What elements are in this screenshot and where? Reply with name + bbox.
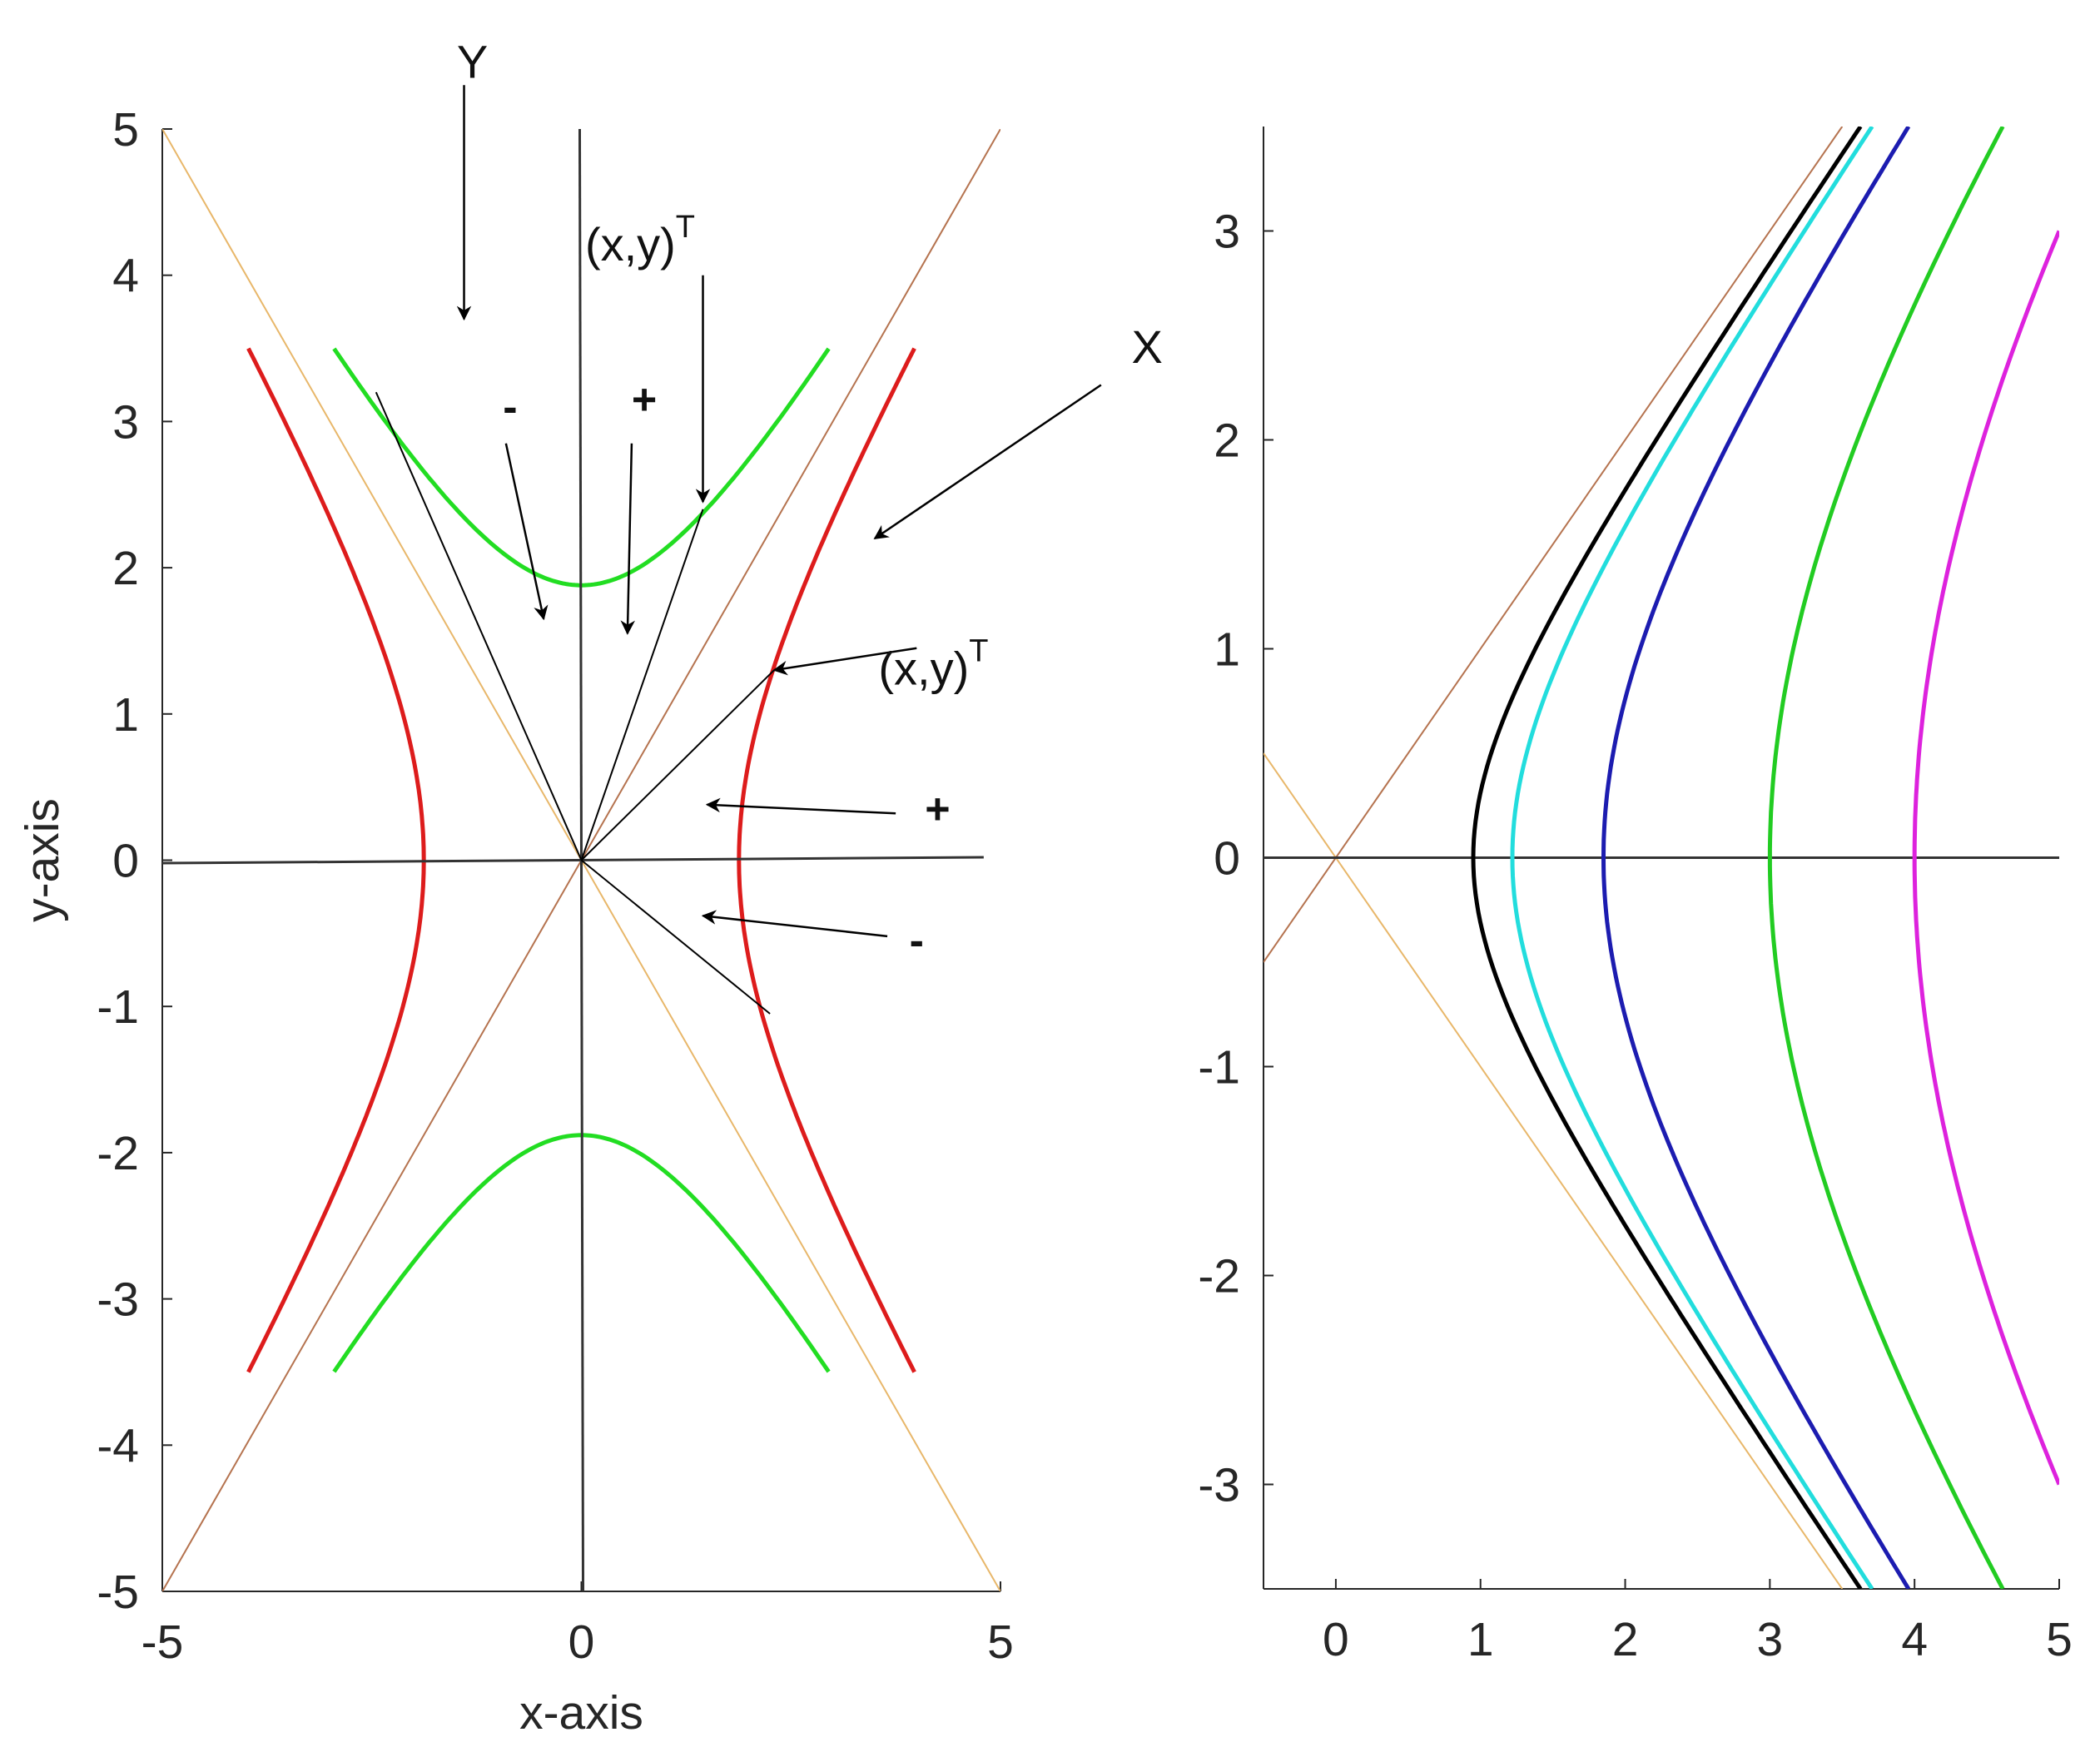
arrow-plus-top <box>620 443 635 635</box>
label-minus-top: - <box>503 383 517 431</box>
y-tick-label: 2 <box>1214 414 1240 468</box>
x-tick-label: 2 <box>1612 1613 1639 1666</box>
hyperbola-cyan <box>1510 127 1874 1589</box>
arrow-minus-right <box>701 910 888 938</box>
hyperbola-black <box>1471 127 1863 1589</box>
y-tick-label: 3 <box>1214 206 1240 259</box>
label-xy-right-superscript: T <box>969 634 988 669</box>
y-tick-label: 0 <box>112 835 139 888</box>
arrow-minus-top <box>504 443 549 621</box>
y-tick-label: -3 <box>97 1273 139 1327</box>
hyperbola-magenta <box>1912 230 2059 1486</box>
y-tick-label: -5 <box>97 1566 139 1619</box>
ray-right-point <box>580 669 775 861</box>
hyperbola-green <box>1767 127 2005 1589</box>
label-plus-right: + <box>925 786 950 834</box>
arrow-X <box>873 384 1102 539</box>
right-panel: 3 2 1 0 -1 -2 -3 0 1 2 3 4 5 <box>1198 127 2073 1666</box>
label-Y: Y <box>457 36 488 88</box>
y-tick-label: -3 <box>1198 1459 1240 1512</box>
label-X: X <box>1132 320 1163 373</box>
x-tick-label: 5 <box>2046 1613 2073 1666</box>
y-tick-label: -2 <box>1198 1250 1240 1303</box>
y-tick-label: 2 <box>112 542 139 595</box>
x-tick-label: 0 <box>1323 1613 1349 1666</box>
y-tick-label: 3 <box>112 395 139 449</box>
y-tick-label: -4 <box>97 1419 139 1472</box>
y-tick-label: -2 <box>97 1127 139 1180</box>
y-tick-label: -1 <box>97 980 139 1034</box>
y-axis-title: y-axis <box>16 798 69 922</box>
y-tick-label: 1 <box>1214 623 1240 677</box>
label-minus-right: - <box>910 917 924 965</box>
ray-upper-left <box>375 391 583 861</box>
x-tick-label: 0 <box>568 1616 595 1669</box>
ray-lower-right <box>580 859 771 1015</box>
x-tick-label: -5 <box>141 1616 184 1669</box>
label-xy-top-superscript: T <box>676 210 695 245</box>
arrow-plus-right <box>705 797 896 815</box>
x-axis-title: x-axis <box>519 1686 643 1740</box>
x-tick-label: 5 <box>987 1616 1014 1669</box>
y-tick-label: 0 <box>1214 832 1240 886</box>
x-tick-label: 4 <box>1901 1613 1928 1666</box>
asymptote-negative <box>1263 752 1844 1589</box>
y-tick-label: 1 <box>112 688 139 742</box>
label-plus-top: + <box>632 376 657 424</box>
y-tick-label: -1 <box>1198 1041 1240 1094</box>
asymptote-positive <box>1263 127 1844 963</box>
series-group <box>1263 127 2059 1589</box>
y-tick-label: 5 <box>112 103 139 156</box>
y-tick-label: 4 <box>112 250 139 303</box>
series-group <box>162 129 1000 1591</box>
x-tick-label: 1 <box>1467 1613 1494 1666</box>
horizontal-axis-line <box>162 856 984 865</box>
hyperbola-blue <box>1601 127 1911 1589</box>
arrow-xy-right <box>772 647 917 676</box>
x-tick-label: 3 <box>1757 1613 1784 1666</box>
ray-upper-right <box>580 509 704 861</box>
